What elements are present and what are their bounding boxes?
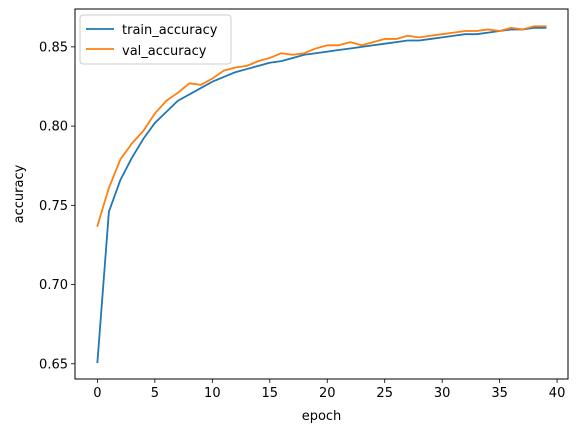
x-axis-label: epoch: [302, 409, 342, 424]
y-tick-label: 0.80: [39, 120, 68, 135]
x-tick-label: 40: [549, 386, 566, 401]
x-tick-label: 25: [376, 386, 393, 401]
x-tick-label: 0: [93, 386, 101, 401]
x-tick-label: 10: [204, 386, 221, 401]
legend-box: [79, 14, 232, 65]
x-axis-ticks: 0 5 10 15 20 25 30 35 40: [93, 379, 565, 401]
series-line-train-accuracy: [96, 26, 547, 364]
y-tick-label: 0.75: [39, 199, 68, 214]
y-axis-ticks: 0.65 0.70 0.75 0.80 0.85: [39, 40, 75, 372]
y-tick-label: 0.85: [39, 40, 68, 55]
y-tick-label: 0.65: [39, 357, 68, 372]
y-axis-label: accuracy: [12, 164, 27, 223]
y-tick-label: 0.70: [39, 278, 68, 293]
x-tick-label: 20: [319, 386, 336, 401]
axes-frame: [74, 8, 569, 380]
series-line-val-accuracy: [96, 25, 547, 228]
x-tick-label: 35: [491, 386, 508, 401]
legend-label-train-accuracy: train_accuracy: [122, 23, 218, 38]
x-tick-label: 30: [434, 386, 451, 401]
plot-lines: [96, 25, 547, 364]
legend-label-val-accuracy: val_accuracy: [122, 44, 207, 59]
x-tick-label: 5: [151, 386, 159, 401]
x-tick-label: 15: [262, 386, 279, 401]
legend: train_accuracy val_accuracy: [79, 14, 232, 65]
